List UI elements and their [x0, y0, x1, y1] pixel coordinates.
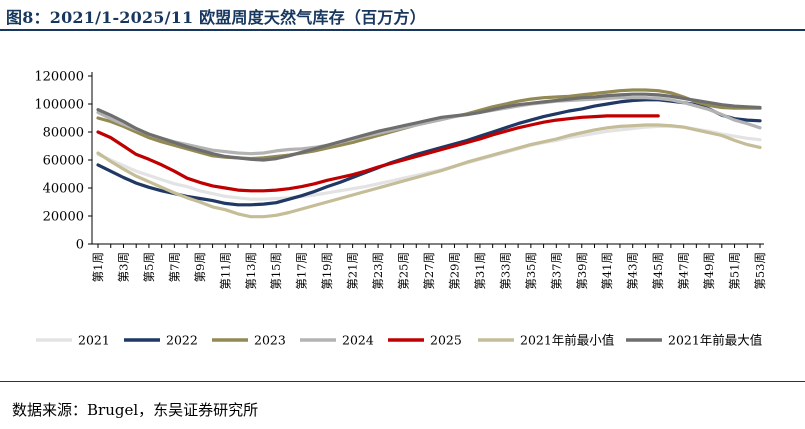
x-tick-label: 第49周	[702, 252, 716, 290]
y-tick-label: 0	[76, 238, 84, 253]
legend-label-4: 2025	[430, 333, 462, 348]
x-tick-label: 第47周	[677, 252, 691, 290]
x-tick-label: 第39周	[575, 252, 589, 290]
x-axis: 第1周 第3周 第5周 第7周 第9周 第11周 第13周 第15周 第17周 第19周 第21周第…	[91, 243, 767, 290]
x-tick-label: 第33周	[498, 252, 512, 290]
legend-label-6: 2021年前最大值	[668, 333, 762, 348]
x-tick-label: 第1周	[91, 252, 105, 282]
x-tick-label: 第13周	[244, 252, 258, 290]
x-tick-label: 第29周	[447, 252, 461, 290]
x-tick-label: 第45周	[651, 252, 665, 290]
series-line-3	[96, 96, 762, 156]
legend-label-2: 2023	[254, 333, 286, 348]
series-line-5	[96, 123, 762, 219]
x-tick-label: 第51周	[728, 252, 742, 290]
x-tick-label: 第25周	[397, 252, 411, 290]
x-tick-label: 第43周	[626, 252, 640, 290]
y-axis: 0 20000 40000 60000 80000 100000 120000	[34, 70, 93, 253]
footer-divider	[0, 381, 805, 382]
y-tick-label: 100000	[34, 98, 84, 113]
y-tick-label: 120000	[34, 70, 84, 85]
line-chart: 0 20000 40000 60000 80000 100000 120000 第1周 第3周…	[34, 70, 767, 348]
x-tick-label: 第5周	[142, 252, 156, 282]
source-note: 数据来源：Brugel，东吴证券研究所	[12, 401, 259, 419]
chart-title: 图8：2021/1-2025/11 欧盟周度天然气库存（百万方）	[6, 8, 426, 27]
x-tick-label: 第21周	[346, 252, 360, 290]
x-tick-label: 第23周	[371, 252, 385, 290]
x-tick-label: 第19周	[320, 252, 334, 290]
x-tick-label: 第11周	[218, 252, 232, 290]
y-tick-label: 40000	[43, 182, 84, 197]
y-tick-label: 20000	[43, 210, 84, 225]
x-tick-label: 第53周	[753, 252, 767, 290]
x-tick-label: 第37周	[549, 252, 563, 290]
series-line-6	[96, 92, 762, 162]
x-tick-label: 第35周	[524, 252, 538, 290]
legend-label-0: 2021	[78, 333, 110, 348]
series-line-1	[96, 98, 762, 207]
x-tick-label: 第9周	[193, 252, 207, 282]
y-tick-label: 60000	[43, 154, 84, 169]
legend-label-5: 2021年前最小值	[520, 333, 614, 348]
x-tick-label: 第31周	[473, 252, 487, 290]
x-tick-label: 第41周	[600, 252, 614, 290]
legend-label-3: 2024	[342, 333, 374, 348]
title-divider	[0, 29, 805, 31]
x-tick-label: 第15周	[269, 252, 283, 290]
x-tick-label: 第17周	[295, 252, 309, 290]
legend: 2021 2022 2023 2024 2025 2021年前最小值 2021年前最大值	[36, 333, 762, 348]
legend-label-1: 2022	[166, 333, 198, 348]
y-tick-label: 80000	[43, 126, 84, 141]
x-tick-label: 第27周	[422, 252, 436, 290]
x-tick-label: 第3周	[116, 252, 130, 282]
series-line-0	[96, 124, 762, 201]
x-tick-label: 第7周	[167, 252, 181, 282]
series-line-4	[96, 114, 660, 193]
series-lines	[96, 88, 762, 219]
